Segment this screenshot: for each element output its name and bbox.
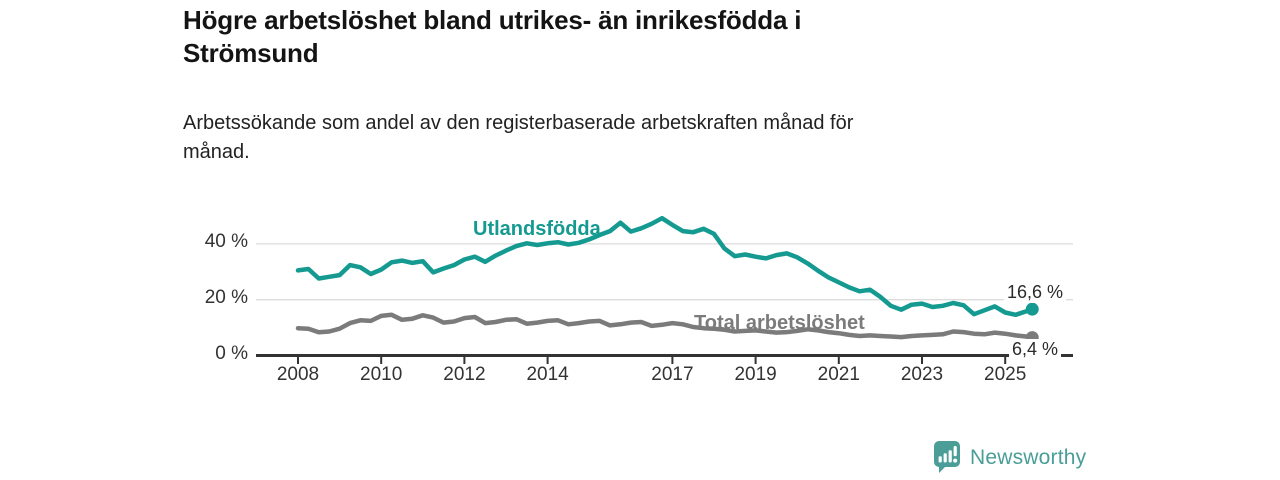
page-title: Högre arbetslöshet bland utrikes- än inr… [183,4,1083,70]
x-tick-label: 2014 [526,364,569,385]
newsworthy-logo-icon [934,441,960,473]
x-tick-label: 2025 [984,364,1027,385]
newsworthy-brand: Newsworthy [934,441,1086,474]
x-tick-label: 2012 [443,364,486,385]
x-tick-label: 2019 [734,364,777,385]
chart-subtitle-line1: Arbetssökande som andel av den registerb… [183,112,854,134]
chart-subtitle: Arbetssökande som andel av den registerb… [183,109,1063,167]
series-line-1 [295,312,1035,340]
page-title-line1: Högre arbetslöshet bland utrikes- än inr… [183,5,802,35]
x-tick-label: 2023 [900,364,944,385]
chart-subtitle-line2: månad. [183,141,250,163]
page-title-line2: Strömsund [183,38,319,68]
end-value-label-utlandsfodda: 16,6 % [1004,282,1067,303]
series-endpoint-dot-0 [1025,302,1039,316]
x-tick-label: 2021 [817,364,860,385]
y-tick-label: 0 % [215,342,248,364]
y-tick-label: 40 % [204,230,248,252]
brand-name: Newsworthy [970,445,1087,469]
series-line-0 [295,215,1035,318]
series-label-utlandsfodda: Utlandsfödda [473,218,601,240]
x-tick-label: 2008 [276,364,320,385]
x-tick-label: 2017 [651,364,694,385]
y-tick-label: 20 % [204,286,248,308]
series-label-total-arbetsloshet: Total arbetslöshet [694,312,865,334]
x-tick-label: 2010 [360,364,403,385]
end-value-label-total: 6,4 % [1009,339,1062,360]
